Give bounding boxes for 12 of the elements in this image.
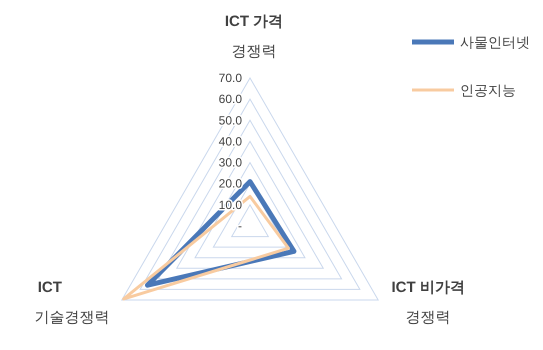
spoke-label: ICT 가격 경쟁력 — [224, 13, 284, 60]
y-tick-label: 60.0 — [218, 92, 242, 106]
y-tick-label: 30.0 — [218, 156, 242, 170]
legend-label: 사물인터넷 — [460, 34, 530, 50]
y-tick-label: 20.0 — [218, 176, 242, 191]
y-tick-label: - — [238, 219, 242, 233]
legend-label: 인공지능 — [460, 82, 516, 98]
spoke-label: ICT 비가격 경쟁력 — [392, 279, 465, 326]
y-tick-label: 50.0 — [218, 113, 242, 128]
y-tick-label: 70.0 — [218, 71, 242, 85]
spoke-label: ICT 기술경쟁력 — [34, 279, 110, 326]
y-tick-label: 40.0 — [218, 134, 242, 148]
